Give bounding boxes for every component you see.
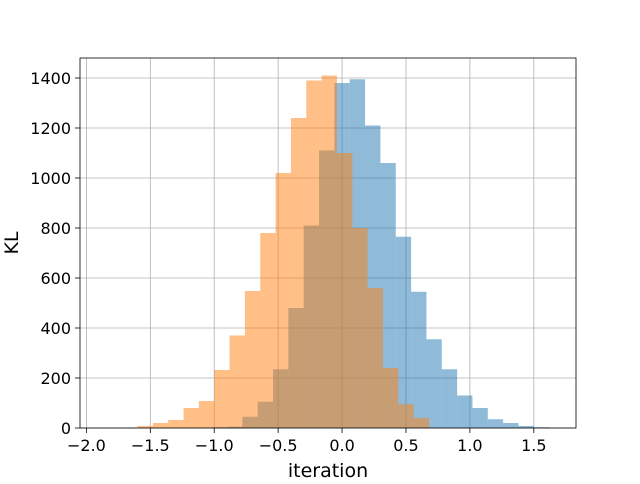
histogram-bar-s1-4 <box>183 408 199 428</box>
y-tick-label-6: 1200 <box>30 119 71 138</box>
histogram-bar-s1-12 <box>306 80 322 428</box>
y-tick-label-2: 400 <box>40 319 71 338</box>
histogram-bar-s1-5 <box>198 401 215 428</box>
y-tick-label-7: 1400 <box>30 69 71 88</box>
y-tick-label-3: 600 <box>40 269 71 288</box>
histogram-bar-s1-3 <box>168 420 184 428</box>
x-tick-label-5: 0.5 <box>393 436 418 455</box>
histogram-bar-s1-17 <box>382 368 399 428</box>
histogram-bar-s1-15 <box>352 228 368 428</box>
histogram-bar-s1-8 <box>244 291 261 428</box>
bars <box>122 75 550 428</box>
y-tick-label-1: 200 <box>40 369 71 388</box>
x-axis-label: iteration <box>288 460 368 480</box>
histogram-bar-s1-10 <box>275 173 291 428</box>
histogram-bar-s1-16 <box>367 288 383 428</box>
histogram-bar-s0-16 <box>457 395 473 428</box>
y-tick-label-0: 0 <box>61 419 71 438</box>
histogram-bar-s0-11 <box>380 163 396 428</box>
histogram-bar-s1-11 <box>290 118 307 428</box>
histogram-bar-s0-13 <box>411 291 427 428</box>
histogram-bar-s0-17 <box>472 408 488 428</box>
x-tick-label-0: −2.0 <box>67 436 106 455</box>
histogram-bar-s0-14 <box>426 339 442 428</box>
x-tick-label-1: −1.5 <box>131 436 170 455</box>
x-tick-label-7: 1.5 <box>521 436 546 455</box>
histogram-bar-s1-2 <box>152 423 169 428</box>
histogram-bar-s0-12 <box>395 236 412 428</box>
histogram-bar-s1-1 <box>137 426 153 428</box>
histogram-bar-s0-19 <box>503 423 519 428</box>
histogram-bar-s0-20 <box>518 426 534 428</box>
y-axis-label: KL <box>1 231 23 254</box>
x-tick-label-2: −1.0 <box>195 436 234 455</box>
histogram-bar-s1-7 <box>229 335 245 428</box>
histogram-bar-s0-18 <box>487 419 504 428</box>
ticks: −2.0 −1.5 −1.0 −0.5 0.0 0.5 1.0 1.5 0 200 400 600 80… <box>30 69 546 455</box>
x-tick-label-4: 0.0 <box>329 436 354 455</box>
plot-frame <box>79 57 577 429</box>
histogram-bar-s1-19 <box>413 418 429 428</box>
histogram-bar-s1-13 <box>321 75 337 428</box>
x-tick-label-3: −0.5 <box>259 436 298 455</box>
histogram-bar-s1-14 <box>336 153 353 428</box>
y-tick-label-5: 1000 <box>30 169 71 188</box>
y-tick-label-4: 800 <box>40 219 71 238</box>
histogram-bar-s1-18 <box>398 404 414 428</box>
histogram-bar-s0-15 <box>441 369 458 428</box>
x-tick-label-6: 1.0 <box>457 436 482 455</box>
histogram-bar-s1-6 <box>214 370 230 428</box>
histogram-bar-s1-9 <box>260 233 276 428</box>
